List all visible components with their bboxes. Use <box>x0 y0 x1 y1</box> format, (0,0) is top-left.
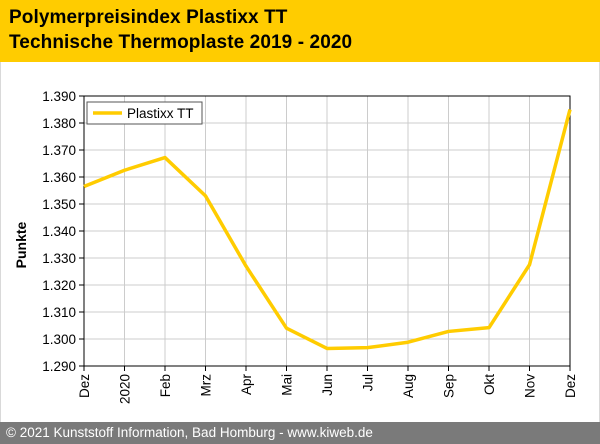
y-tick-label: 1.290 <box>42 359 76 374</box>
series-line-plastixx-tt <box>83 109 572 351</box>
y-tick-label: 1.390 <box>42 89 76 104</box>
x-tick-label: Dez <box>563 374 578 398</box>
x-tick-label: Mai <box>280 374 295 396</box>
plot-border <box>83 95 571 367</box>
legend-box <box>86 101 203 125</box>
y-axis-label: Punkte <box>13 221 29 268</box>
x-tick-label: 2020 <box>118 374 133 404</box>
y-tick-label: 1.330 <box>42 251 76 266</box>
x-tick-label: Jun <box>320 374 335 396</box>
grid <box>83 95 571 367</box>
line-chart: 1.290 1.300 1.310 1.320 1.330 1.340 1.350 1.360… <box>13 89 578 405</box>
x-tick-label: Mrz <box>199 374 214 397</box>
chart-title: Polymerpreisindex Plastixx TT <box>9 7 288 28</box>
x-tick-label: Sep <box>442 374 457 398</box>
chart-header: Polymerpreisindex Plastixx TT Technische… <box>0 0 600 62</box>
y-tick-label: 1.350 <box>42 197 76 212</box>
footer: © 2021 Kunststoff Information, Bad Hombu… <box>0 422 600 444</box>
axes <box>79 95 571 371</box>
x-tick-label: Aug <box>401 374 416 398</box>
copyright-text: © 2021 Kunststoff Information, Bad Hombu… <box>6 425 373 440</box>
x-tick-label: Okt <box>482 374 497 395</box>
legend-label: Plastixx TT <box>127 106 194 121</box>
x-tick-label: Jul <box>361 374 376 391</box>
legend: Plastixx TT <box>86 101 203 125</box>
series-lines <box>83 109 572 351</box>
y-tick-label: 1.310 <box>42 305 76 320</box>
y-tick-label: 1.380 <box>42 116 76 131</box>
y-tick-label: 1.360 <box>42 170 76 185</box>
y-tick-label: 1.370 <box>42 143 76 158</box>
y-tick-labels: 1.290 1.300 1.310 1.320 1.330 1.340 1.350 1.360… <box>42 89 76 374</box>
y-tick-label: 1.300 <box>42 332 76 347</box>
y-tick-label: 1.340 <box>42 224 76 239</box>
x-tick-label: Dez <box>77 374 92 398</box>
x-tick-label: Nov <box>523 374 538 398</box>
x-tick-label: Feb <box>158 374 173 397</box>
x-tick-labels: Dez 2020 Feb Mrz Apr Mai Jun Jul Aug Sep Okt Nov Dez <box>77 374 578 405</box>
y-tick-label: 1.320 <box>42 278 76 293</box>
x-tick-label: Apr <box>239 374 254 396</box>
chart-subtitle: Technische Thermoplaste 2019 - 2020 <box>9 32 353 53</box>
